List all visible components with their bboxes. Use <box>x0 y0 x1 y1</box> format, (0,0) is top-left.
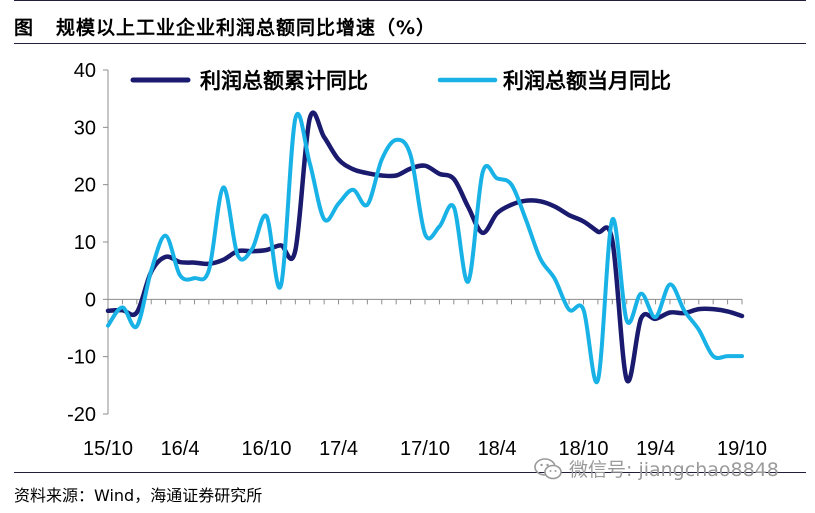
source-rule <box>14 472 806 473</box>
y-tick-label: 10 <box>74 232 96 254</box>
figure-label: 图 <box>14 17 35 39</box>
x-tick-label: 19/10 <box>717 438 767 460</box>
x-tick-label: 15/10 <box>83 438 133 460</box>
y-tick-label: -10 <box>67 347 96 369</box>
figure-title-text: 规模以上工业企业利润总额同比增速（%） <box>56 17 437 39</box>
y-tick-label: 30 <box>74 117 96 139</box>
x-tick-label: 17/4 <box>319 438 358 460</box>
y-tick-label: -20 <box>67 404 96 426</box>
line-chart: -20 -10 0 10 20 30 40 15/10 16/4 16/10 17/4 17/10 18… <box>67 60 767 460</box>
top-border <box>14 0 806 1</box>
series-line-cumulative <box>105 110 745 384</box>
x-tick-label: 18/10 <box>558 438 608 460</box>
watermark: 微信号: jiangchao8848 <box>533 455 779 482</box>
x-tick-label: 16/10 <box>241 438 291 460</box>
series-line-monthly <box>106 111 744 385</box>
source-note: 资料来源：Wind，海通证券研究所 <box>14 486 263 505</box>
y-tick-label: 20 <box>74 175 96 197</box>
title-rule <box>14 43 806 44</box>
watermark-text: 微信号: jiangchao8848 <box>569 459 779 481</box>
legend-label: 利润总额当月同比 <box>503 69 671 93</box>
x-tick-label: 18/4 <box>478 438 517 460</box>
figure-title: 图规模以上工业企业利润总额同比增速（%） <box>14 13 436 40</box>
wechat-icon <box>534 457 562 479</box>
y-tick-label: 0 <box>85 289 96 311</box>
y-tick-label: 40 <box>74 60 96 82</box>
x-tick-label: 19/4 <box>636 438 675 460</box>
x-tick-label: 17/10 <box>400 438 450 460</box>
legend-label: 利润总额累计同比 <box>200 69 368 93</box>
x-tick-label: 16/4 <box>161 438 200 460</box>
